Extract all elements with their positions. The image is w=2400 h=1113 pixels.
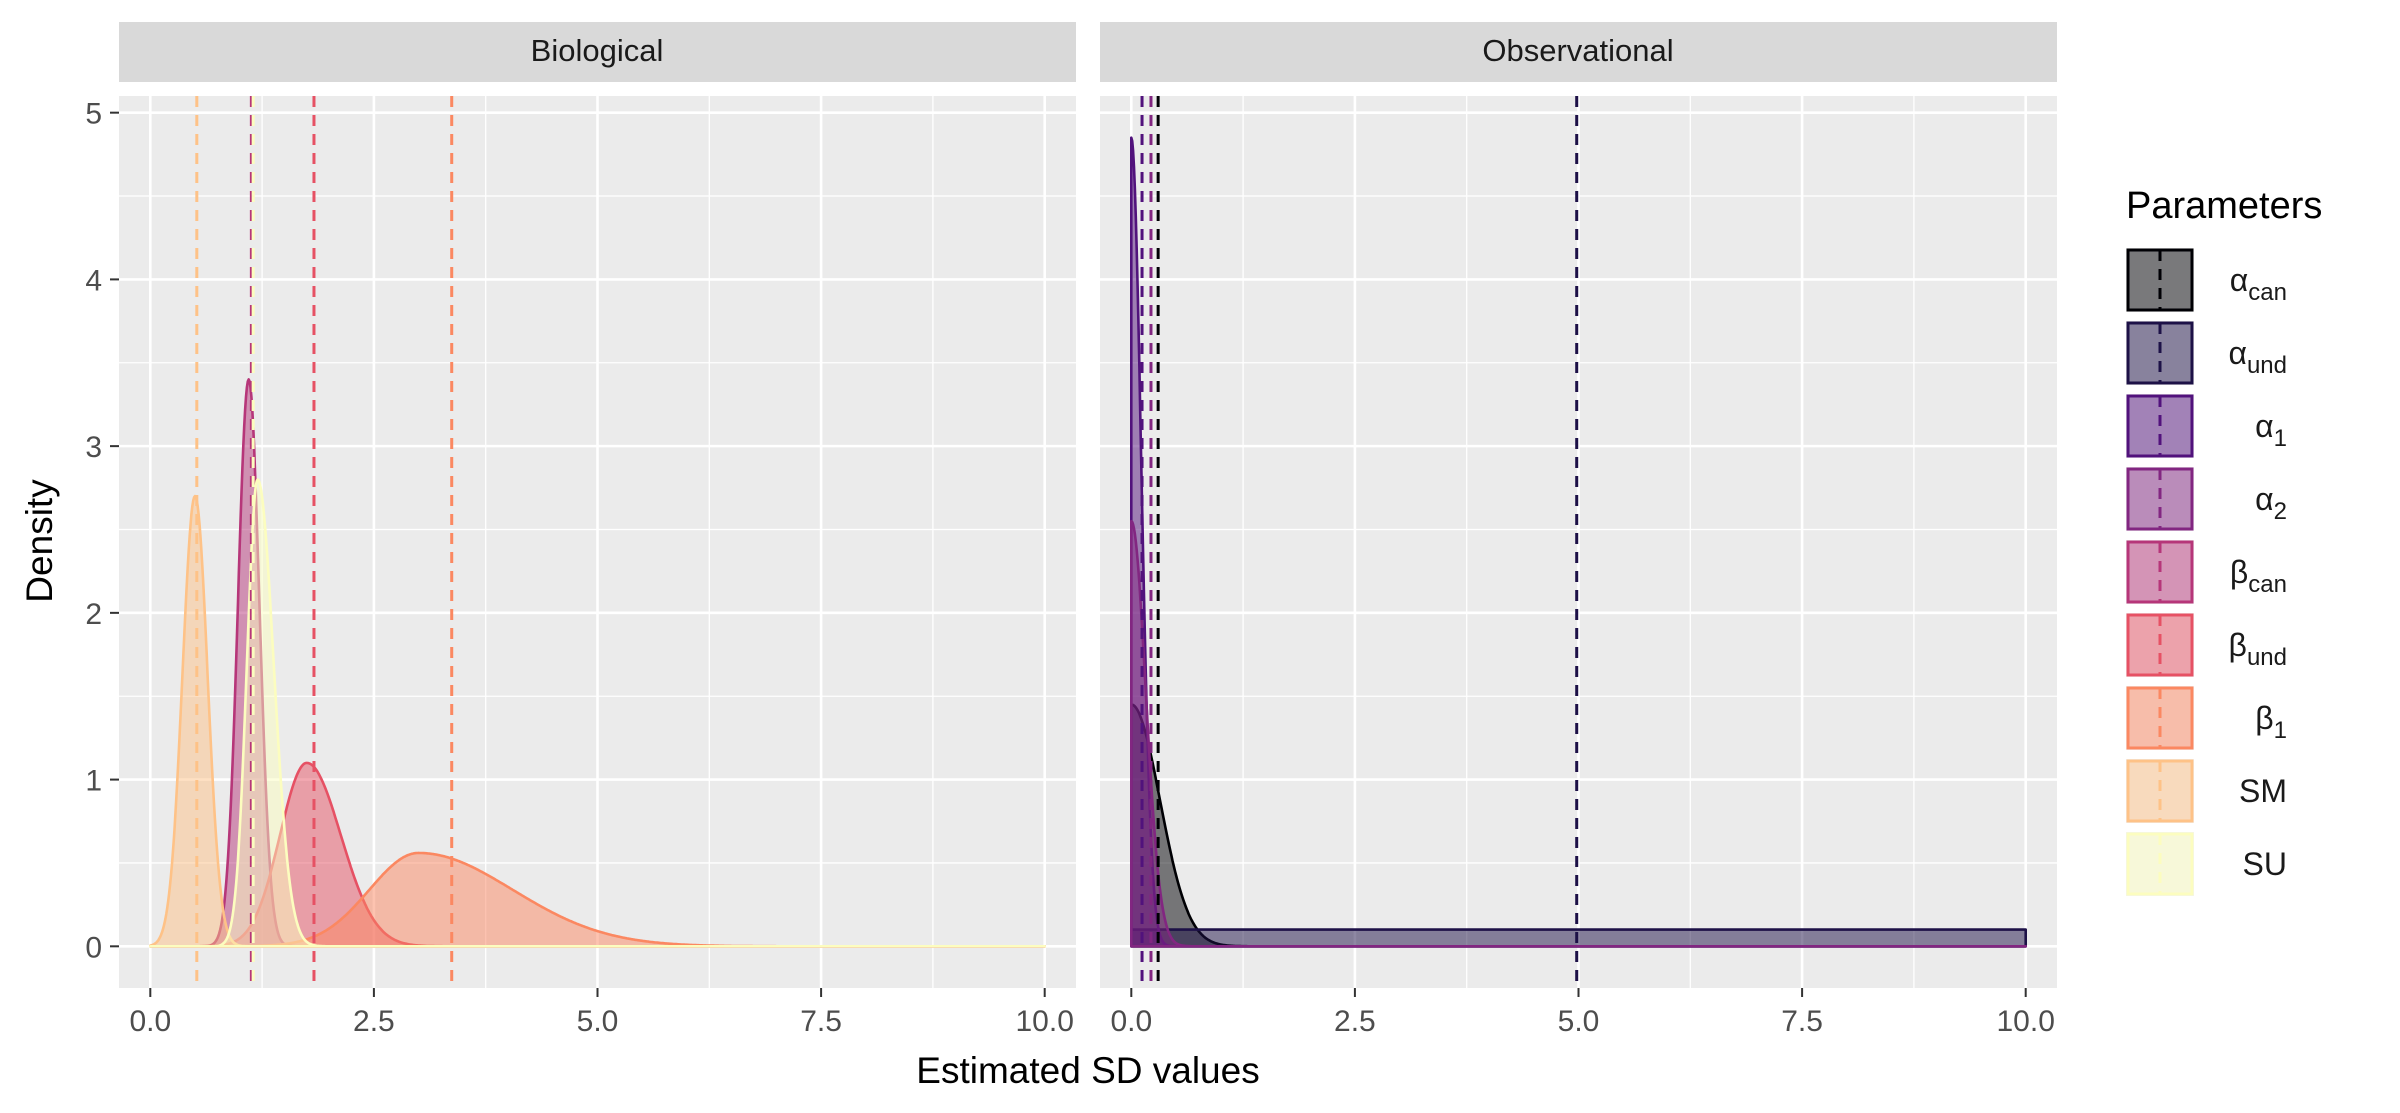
legend-item-b_1: β1 <box>2126 686 2287 750</box>
x-tick-label: 7.5 <box>800 1005 842 1038</box>
legend-label: αcan <box>2230 262 2287 306</box>
y-tick-label: 1 <box>85 765 102 798</box>
facet-label-biological: Biological <box>531 33 664 68</box>
x-tick-label: 2.5 <box>353 1005 395 1038</box>
y-tick-label: 0 <box>85 931 102 964</box>
x-axis-title: Estimated SD values <box>916 1050 1259 1091</box>
legend-label: βcan <box>2230 554 2287 598</box>
x-tick-label: 10.0 <box>1016 1005 1074 1038</box>
legend-item-SU: SU <box>2126 832 2287 896</box>
density-SU <box>149 478 1046 948</box>
legend-item-b_und: βund <box>2126 613 2287 677</box>
legend-title: Parameters <box>2126 185 2322 227</box>
legend-label: SU <box>2243 846 2287 882</box>
x-tick-label: 0.0 <box>1110 1005 1152 1038</box>
legend-item-SM: SM <box>2126 759 2287 823</box>
legend: Parameters αcan αund α1 α2 βcan βund β1 SM SU <box>2126 185 2322 896</box>
y-tick-label: 5 <box>85 98 102 131</box>
panel-biological: Biological <box>119 22 1076 988</box>
legend-label: α2 <box>2255 481 2287 525</box>
legend-label: SM <box>2239 773 2287 809</box>
y-tick-label: 4 <box>85 264 102 297</box>
facet-label-observational: Observational <box>1482 33 1673 68</box>
y-tick-label: 2 <box>85 598 102 631</box>
x-tick-label: 7.5 <box>1781 1005 1823 1038</box>
legend-label: β1 <box>2255 700 2287 744</box>
legend-label: βund <box>2229 627 2287 671</box>
legend-item-a_und: αund <box>2126 321 2287 385</box>
axes: 0.0 2.5 5.0 7.5 10.0 0 1 2 3 4 5 0.0 2.5 5.0 7.5 10.0 <box>85 98 2055 1038</box>
facet-strip-observational <box>1100 22 2057 82</box>
y-axis-title: Density <box>19 479 60 603</box>
y-tick-label: 3 <box>85 431 102 464</box>
x-tick-label: 0.0 <box>129 1005 171 1038</box>
facet-strip-biological <box>119 22 1076 82</box>
panel-observational: Observational <box>1100 22 2057 988</box>
legend-label: αund <box>2228 335 2287 379</box>
legend-item-a_can: αcan <box>2126 248 2287 312</box>
legend-label: α1 <box>2255 408 2287 452</box>
legend-item-b_can: βcan <box>2126 540 2287 604</box>
x-tick-label: 10.0 <box>1997 1005 2055 1038</box>
x-tick-label: 2.5 <box>1334 1005 1376 1038</box>
legend-item-a_2: α2 <box>2126 467 2287 531</box>
x-tick-label: 5.0 <box>577 1005 619 1038</box>
x-tick-label: 5.0 <box>1558 1005 1600 1038</box>
legend-item-a_1: α1 <box>2126 394 2287 458</box>
density-a_2 <box>1130 519 2027 948</box>
density-a_und <box>1130 928 2027 948</box>
